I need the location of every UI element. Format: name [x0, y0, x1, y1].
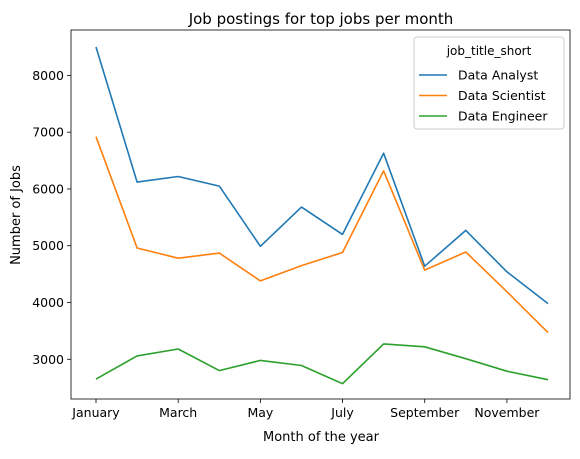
y-tick-label: 3000: [32, 352, 64, 367]
y-axis: 3000 4000 5000 6000 7000 8000: [32, 68, 71, 367]
series-line-data-engineer: [95, 343, 549, 385]
x-axis: January March May July September November: [71, 399, 540, 420]
y-tick-label: 8000: [32, 68, 64, 83]
y-tick-label: 7000: [32, 125, 64, 140]
series-layer: [95, 46, 549, 385]
x-tick-label: May: [247, 405, 273, 420]
series-line-data-analyst: [95, 46, 549, 305]
legend-label-data-analyst: Data Analyst: [458, 68, 538, 83]
y-tick-label: 4000: [32, 295, 64, 310]
x-axis-label: Month of the year: [263, 430, 380, 445]
legend-label-data-scientist: Data Scientist: [458, 88, 546, 103]
x-tick-label: March: [159, 405, 197, 420]
y-axis-label: Number of Jobs: [9, 165, 24, 265]
legend-title: job_title_short: [446, 44, 532, 58]
y-tick-label: 6000: [32, 181, 64, 196]
series-line-data-scientist: [95, 136, 549, 334]
x-tick-label: November: [474, 405, 540, 420]
plot-area-frame: [70, 29, 571, 400]
legend-box: [413, 36, 565, 130]
legend-label-data-engineer: Data Engineer: [458, 109, 548, 124]
x-tick-label: January: [71, 405, 120, 420]
legend: job_title_short Data Analyst Data Scienti…: [413, 36, 565, 130]
x-tick-label: September: [390, 405, 460, 420]
y-tick-label: 5000: [32, 238, 64, 253]
chart-title: Job postings for top jobs per month: [188, 10, 454, 28]
x-tick-label: July: [330, 405, 354, 420]
